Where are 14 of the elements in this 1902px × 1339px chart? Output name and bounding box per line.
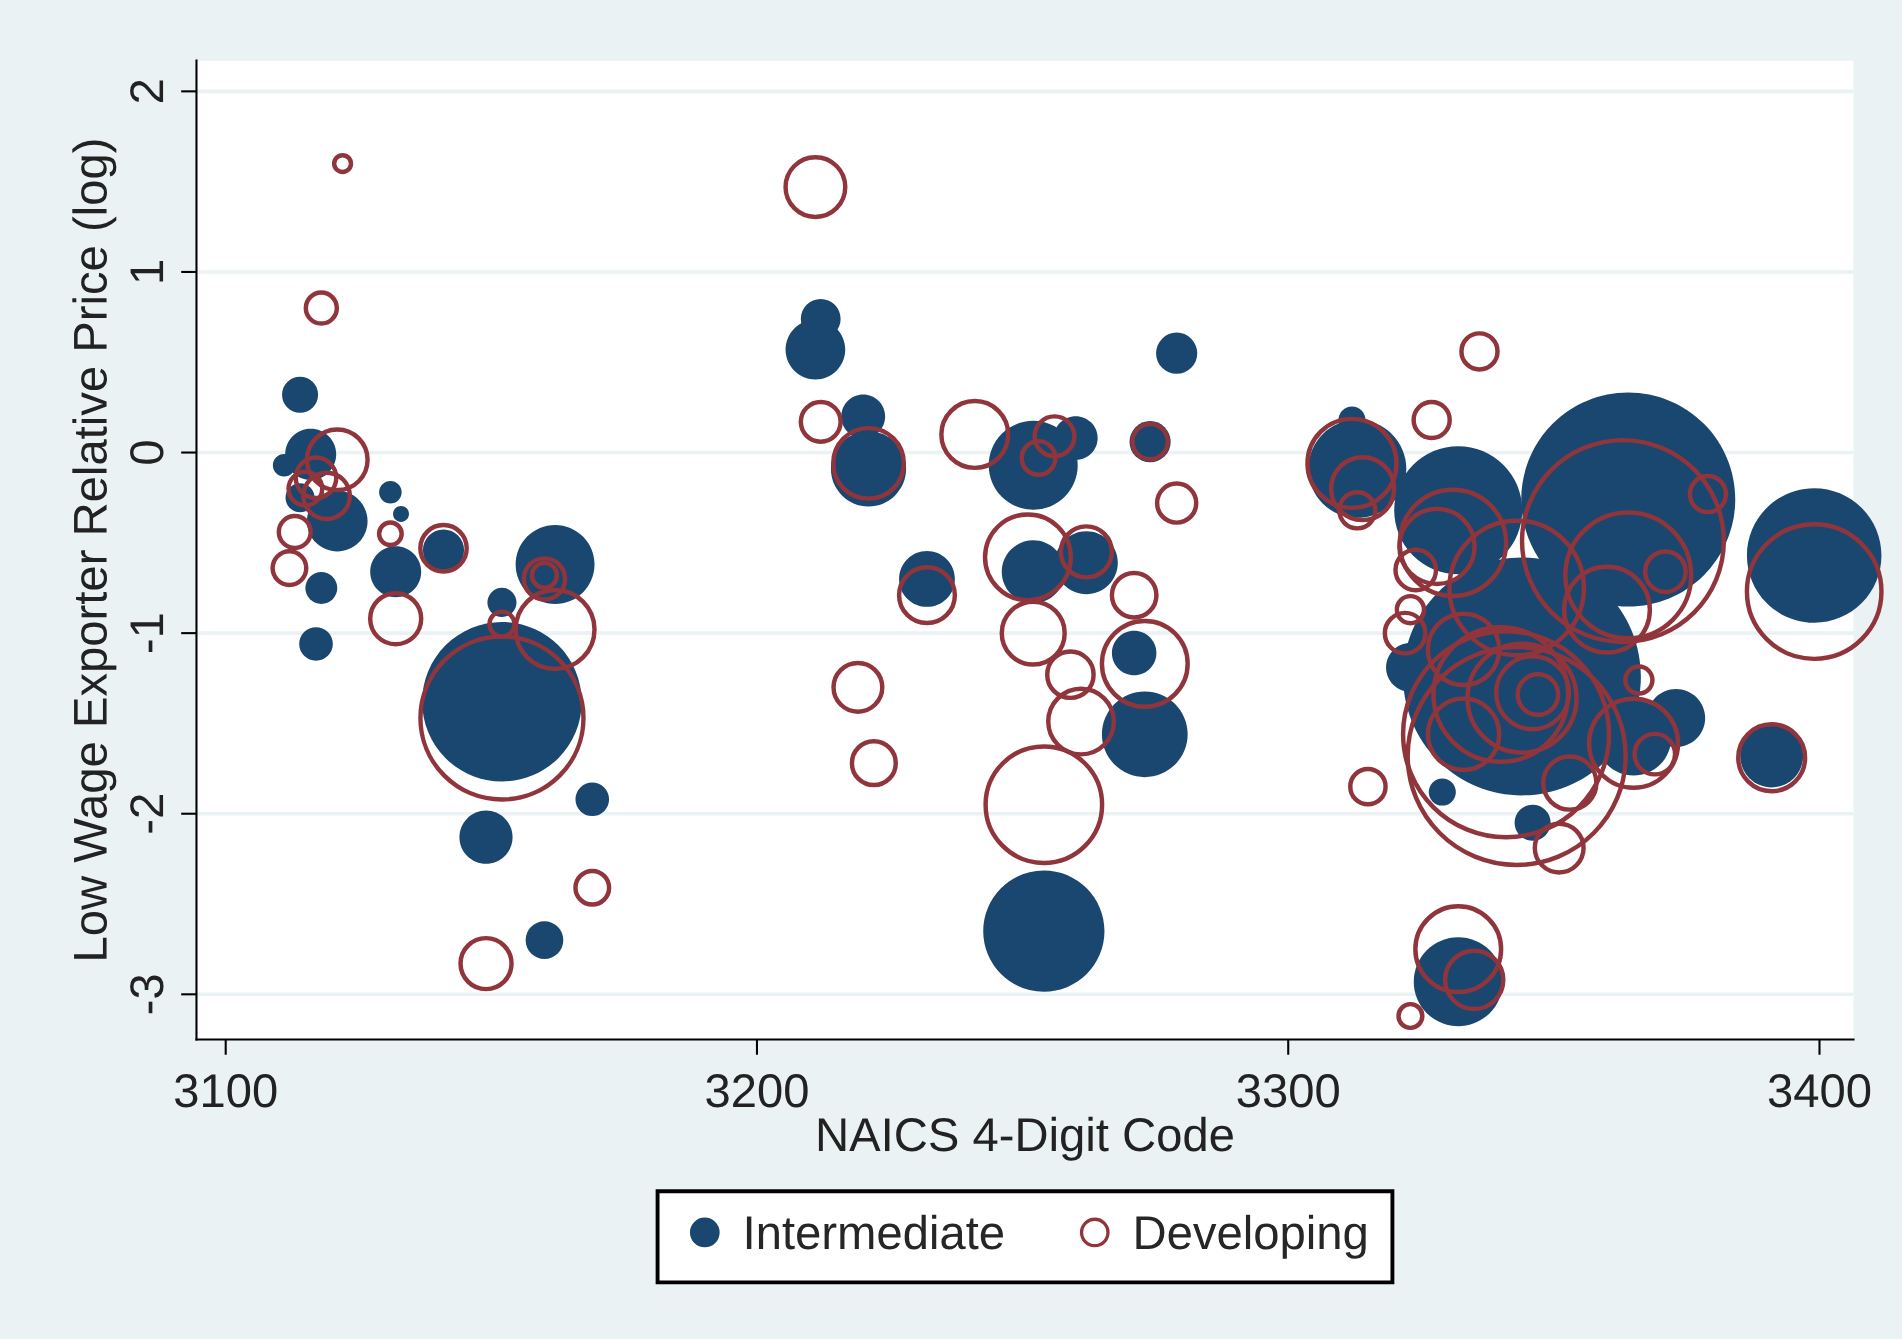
x-tick-label: 3100 <box>174 1074 277 1108</box>
x-axis-title: NAICS 4-Digit Code <box>818 1116 1233 1161</box>
x-tick-label: 3300 <box>1237 1074 1339 1108</box>
y-tick-label: -1 <box>130 614 164 653</box>
y-tick-label: 2 <box>130 80 164 103</box>
legend-label: Developing <box>1136 1214 1366 1259</box>
legend-label: Intermediate <box>746 1214 1003 1250</box>
y-tick-label: 1 <box>130 261 164 282</box>
x-tick-label: 3400 <box>1768 1074 1871 1108</box>
y-axis-title: Low Wage Exporter Relative Price (log) <box>72 140 117 959</box>
y-tick-label: -2 <box>130 795 164 833</box>
y-tick-label: 0 <box>130 441 164 464</box>
y-tick-label: -3 <box>130 975 164 1014</box>
x-tick-label: 3200 <box>706 1074 808 1108</box>
